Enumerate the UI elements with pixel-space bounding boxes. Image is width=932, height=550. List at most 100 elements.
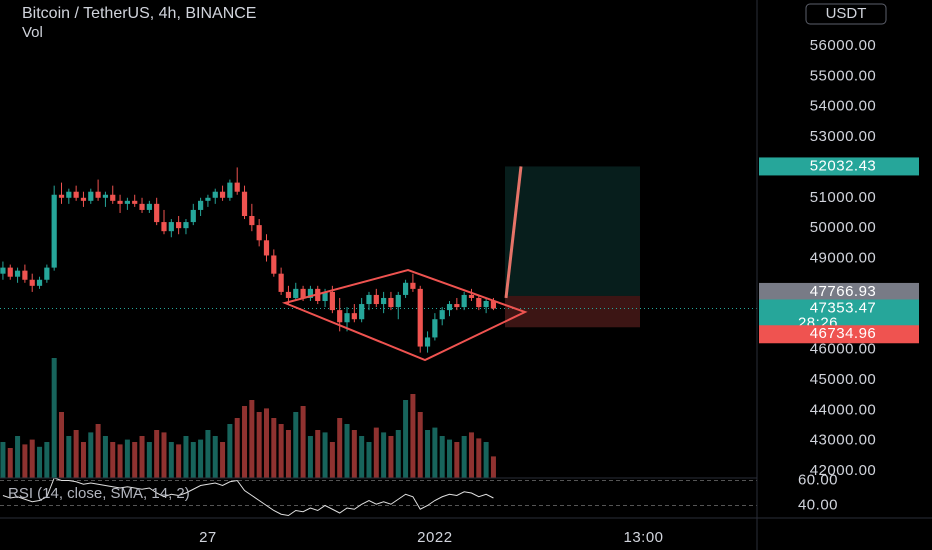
volume-bar: [29, 439, 35, 478]
volume-bar: [117, 444, 123, 478]
volume-bar: [88, 432, 94, 478]
volume-bar: [205, 430, 211, 478]
volume-bar: [161, 432, 167, 478]
candle-body: [285, 291, 292, 298]
candle-body: [205, 197, 211, 201]
volume-bar: [80, 442, 86, 478]
candle-body: [359, 304, 365, 320]
x-tick-label: 27: [199, 529, 217, 546]
volume-bar: [22, 444, 28, 478]
volume-bar: [146, 442, 152, 478]
volume-bar: [439, 436, 445, 478]
candle-body: [439, 310, 445, 320]
volume-bar: [7, 448, 13, 478]
volume-bar: [168, 442, 174, 478]
volume-bar: [432, 427, 438, 478]
volume-bar: [381, 432, 387, 478]
volume-bar: [329, 442, 335, 478]
candle-body: [58, 194, 65, 198]
volume-bar: [227, 424, 233, 478]
volume-bar: [359, 436, 365, 478]
y-tick-label: 55000.00: [810, 67, 877, 84]
volume-bar: [132, 442, 138, 478]
volume-bar: [234, 418, 240, 478]
volume-bar: [95, 424, 101, 478]
candle-body: [395, 294, 401, 308]
drawings: [0, 166, 757, 328]
volume-bar: [285, 430, 291, 478]
candle-body: [110, 194, 116, 201]
candle-body: [66, 191, 72, 198]
candle-body: [102, 194, 109, 198]
y-tick-label: 49000.00: [810, 249, 877, 266]
candle-body: [278, 273, 284, 292]
candle-body: [476, 297, 482, 308]
volume-bar: [73, 430, 79, 478]
candle-body: [337, 310, 343, 323]
volume-bar: [315, 430, 321, 478]
diamond-pattern: [281, 268, 528, 362]
volume-bar: [271, 418, 277, 478]
volume-bar: [102, 436, 108, 478]
y-tick-label: 42000.00: [810, 462, 877, 479]
currency-button[interactable]: [805, 3, 887, 25]
candle-body: [14, 270, 21, 277]
volume-bar: [198, 439, 204, 478]
candle-body: [7, 267, 13, 277]
candle-body: [212, 191, 218, 198]
candle-body: [256, 225, 262, 241]
y-tick-label: 43000.00: [810, 432, 877, 449]
y-tick-label: 46000.00: [810, 341, 877, 358]
candle-body: [117, 200, 123, 204]
candle-body: [124, 200, 130, 204]
y-tick-label: 45000.00: [810, 371, 877, 388]
volume-bar: [293, 412, 299, 478]
volume-bar: [307, 436, 313, 478]
candle-body: [80, 197, 87, 201]
candle-body: [227, 182, 233, 198]
volume-bar: [124, 439, 130, 478]
candle-body: [168, 222, 174, 232]
volume-bar: [351, 430, 357, 478]
candle-body: [176, 222, 182, 229]
x-tick-label: 13:00: [623, 529, 663, 546]
candle-body: [461, 294, 467, 308]
candle-body: [88, 191, 94, 201]
volume-bar: [44, 442, 50, 478]
volume-bar: [490, 456, 496, 478]
stop-zone: [505, 295, 640, 328]
candle-body: [139, 203, 145, 210]
candle-body: [51, 194, 57, 268]
candle-body: [388, 297, 394, 308]
candle-body: [36, 279, 43, 286]
candle-body: [446, 304, 453, 311]
volume-bar: [263, 408, 269, 478]
volume-bar: [388, 436, 394, 478]
volume-bar: [461, 436, 467, 478]
candle-body: [351, 313, 357, 320]
y-tick-label: 56000.00: [810, 37, 877, 54]
volume-bar: [322, 432, 328, 478]
candle-body: [234, 182, 240, 192]
volume-bar: [212, 436, 218, 478]
volume-bar: [447, 439, 453, 478]
candle-body: [293, 288, 299, 298]
candle-body: [73, 191, 79, 198]
candle-body: [424, 337, 431, 347]
rsi-label: RSI (14, close, SMA, 14, 2): [8, 485, 190, 502]
volume-bar: [395, 430, 401, 478]
price-axis: 57000.0056000.0055000.0054000.0053000.00…: [199, 7, 919, 546]
volume-bar: [176, 444, 182, 478]
candle-body: [322, 291, 328, 302]
price-badge-label: 47353.47: [810, 299, 877, 316]
candle-body: [22, 270, 28, 280]
candle-body: [219, 191, 226, 198]
currency-label[interactable]: USDT: [826, 5, 867, 22]
candle-body: [410, 282, 416, 289]
candle-body: [483, 301, 489, 308]
rsi-tick-label: 60.00: [798, 471, 838, 488]
volume-bar: [337, 418, 343, 478]
price-badge: [759, 157, 919, 176]
y-tick-label: 53000.00: [810, 128, 877, 145]
